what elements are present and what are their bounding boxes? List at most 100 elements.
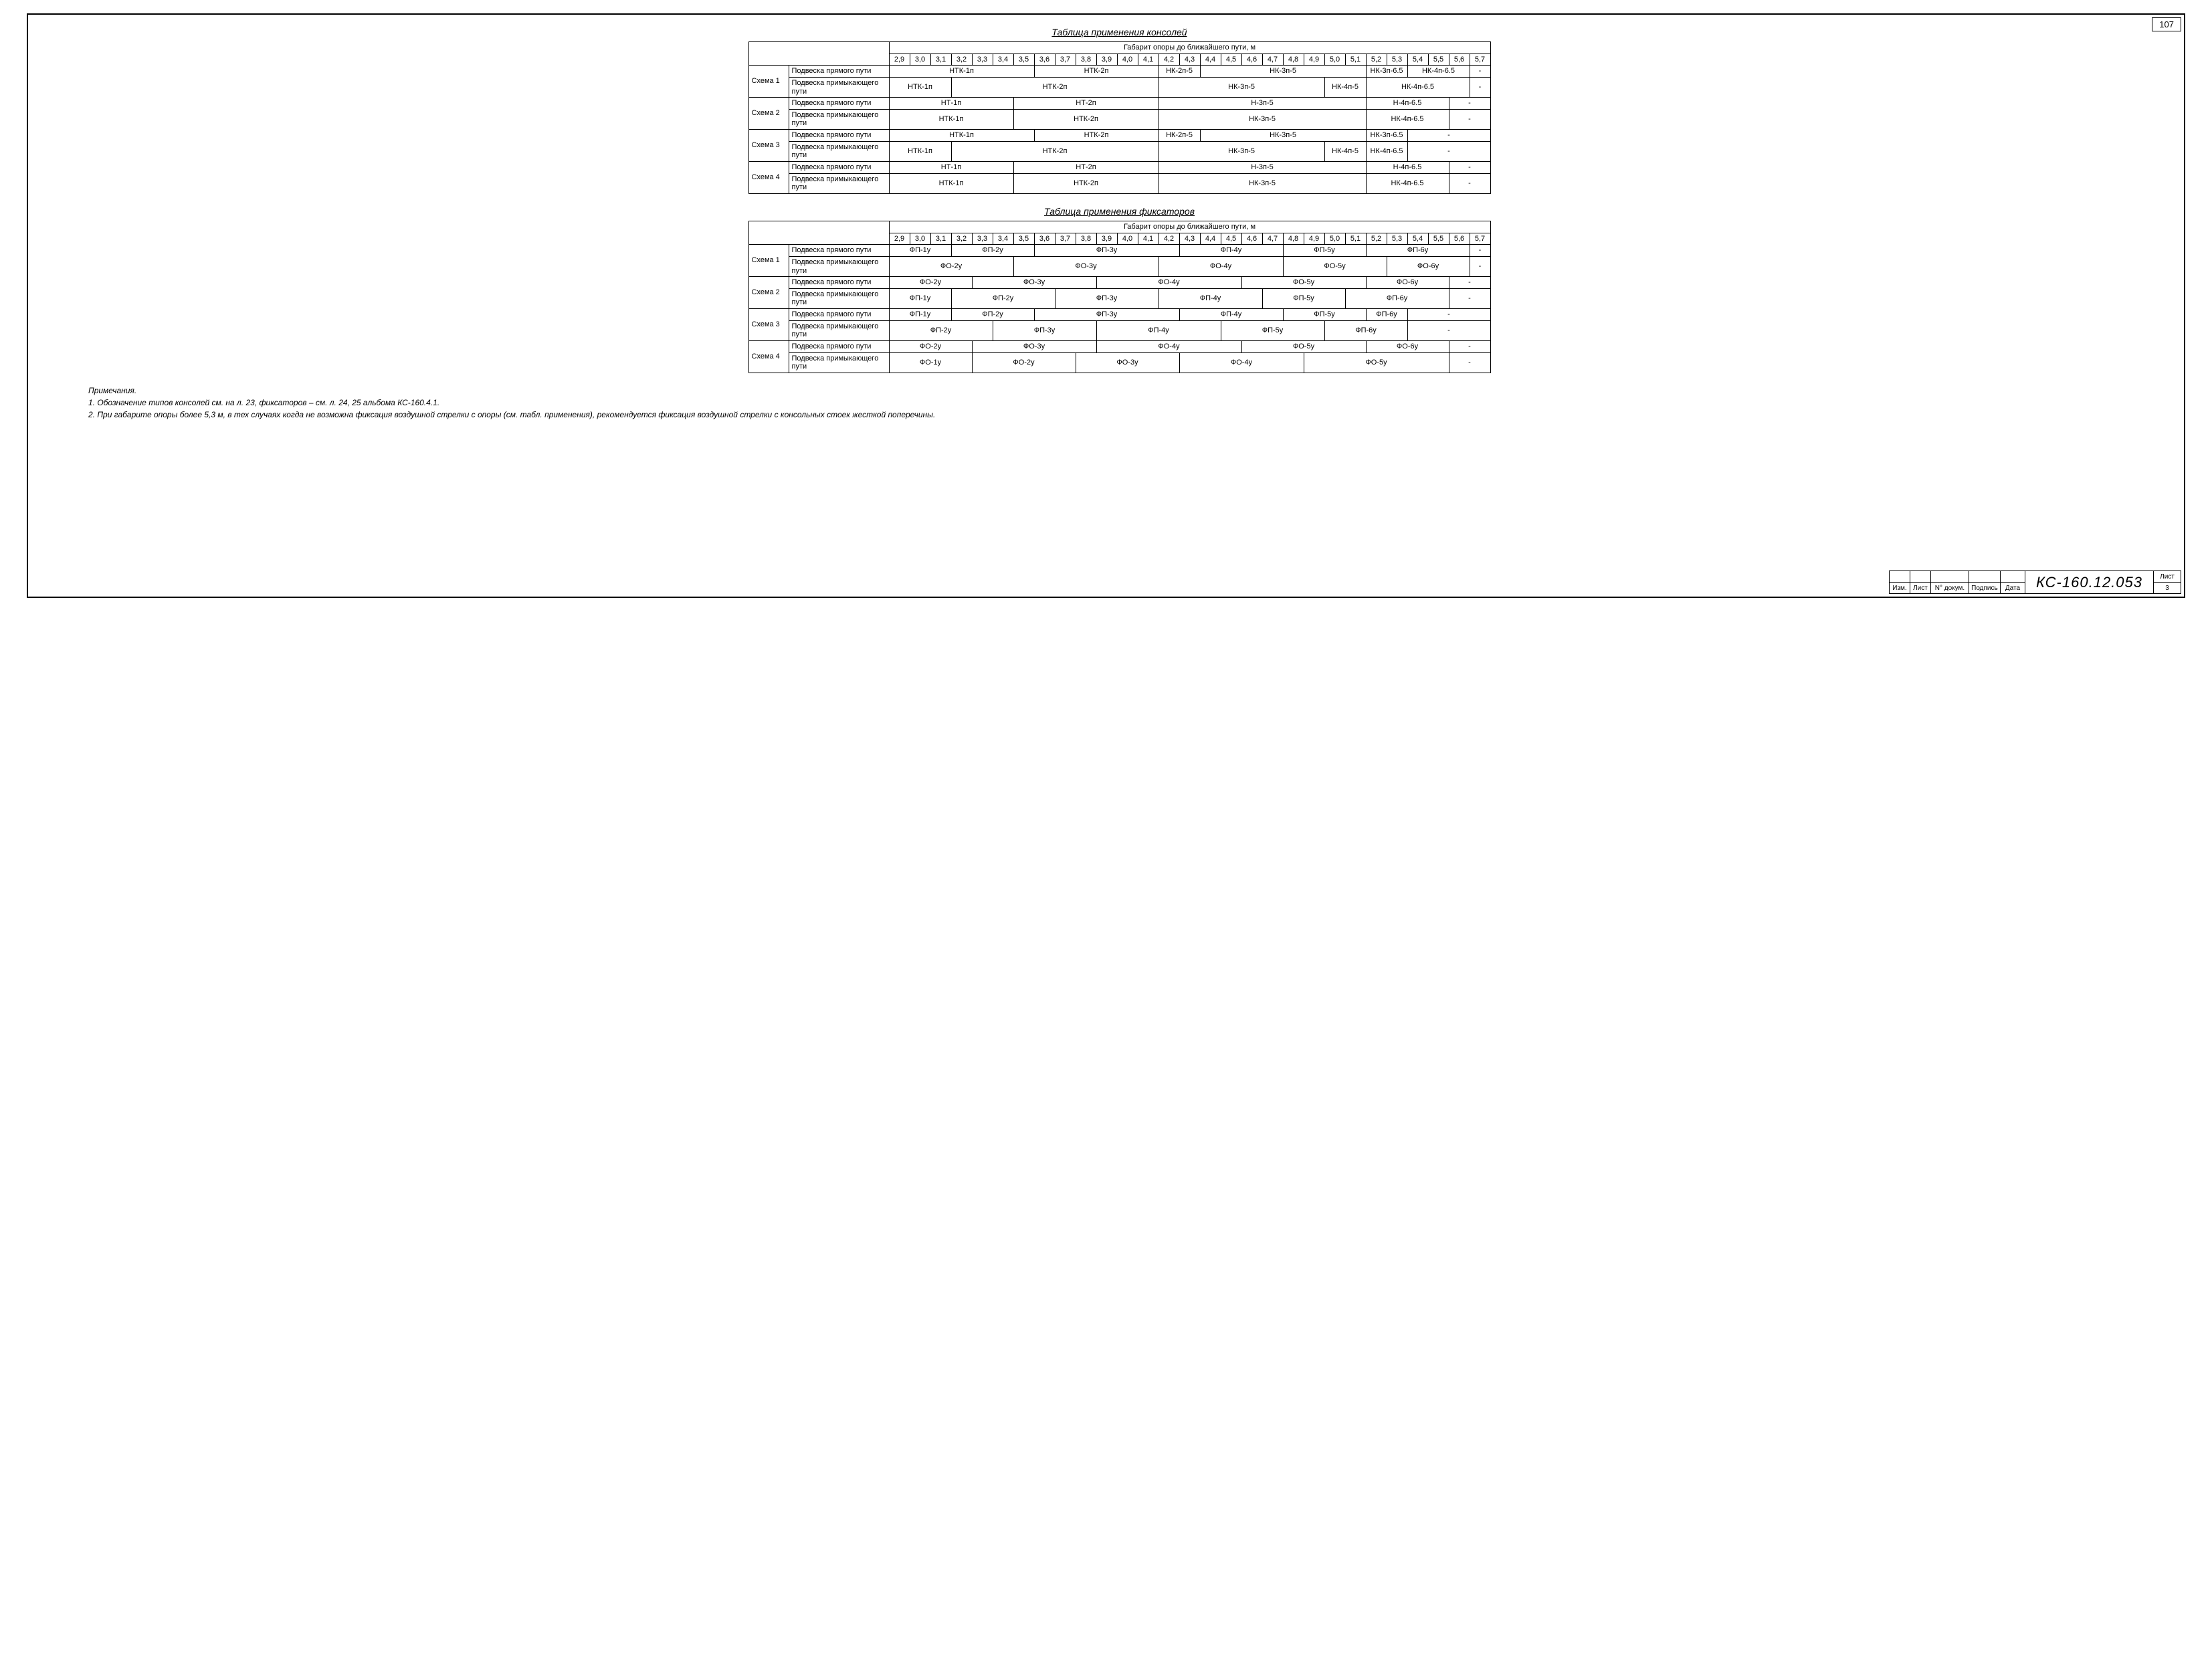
data-cell: ФО-5у	[1304, 352, 1449, 373]
row-label-adj: Подвеска примыкающего пути	[789, 173, 889, 193]
data-cell: НТК-1п	[889, 141, 951, 161]
data-cell: НТ-1п	[889, 162, 1013, 174]
scheme-label: Схема 4	[748, 162, 789, 194]
gabarit-col: 3,3	[972, 54, 993, 66]
scheme-label: Схема 1	[748, 66, 789, 98]
data-cell: ФП-3у	[993, 320, 1096, 340]
gabarit-col: 3,9	[1096, 233, 1117, 245]
gabarit-col: 4,9	[1304, 233, 1324, 245]
header-blank	[748, 42, 889, 66]
data-cell: ФП-5у	[1262, 288, 1345, 308]
data-cell: НТК-2п	[1034, 66, 1159, 78]
gabarit-col: 4,7	[1262, 233, 1283, 245]
header-span-label: Габарит опоры до ближайшего пути, м	[889, 42, 1490, 54]
gabarit-col: 3,6	[1034, 233, 1055, 245]
gabarit-col: 5,6	[1449, 233, 1470, 245]
row-label-adj: Подвеска примыкающего пути	[789, 77, 889, 97]
gabarit-col: 4,5	[1221, 233, 1241, 245]
scheme-label: Схема 2	[748, 98, 789, 130]
data-cell: НК-3п-6.5	[1366, 66, 1407, 78]
data-cell: ФО-2у	[889, 256, 1013, 276]
table2-title: Таблица применения фиксаторов	[68, 206, 2171, 217]
data-cell: ФП-3у	[1055, 288, 1159, 308]
gabarit-col: 5,3	[1387, 54, 1407, 66]
row-label-adj: Подвеска примыкающего пути	[789, 256, 889, 276]
data-cell: НТК-2п	[951, 77, 1159, 97]
gabarit-col: 5,2	[1366, 233, 1387, 245]
gabarit-col: 4,2	[1159, 233, 1179, 245]
drawing-page: 107 Таблица применения консолей Габарит …	[27, 13, 2185, 598]
gabarit-col: 5,1	[1345, 54, 1366, 66]
data-cell: ФП-3у	[1034, 245, 1179, 257]
gabarit-col: 4,3	[1179, 54, 1200, 66]
data-cell: ФП-4у	[1159, 288, 1262, 308]
gabarit-col: 4,8	[1283, 54, 1304, 66]
data-cell: НТК-2п	[951, 141, 1159, 161]
gabarit-col: 5,6	[1449, 54, 1470, 66]
gabarit-col: 3,2	[951, 54, 972, 66]
gabarit-col: 3,6	[1034, 54, 1055, 66]
drawing-code: КС-160.12.053	[2025, 571, 2153, 594]
data-cell: НК-3п-5	[1159, 141, 1324, 161]
data-cell: НК-3п-5	[1159, 77, 1324, 97]
note-1: 1. Обозначение типов консолей см. на л. …	[88, 397, 2171, 408]
stamp-col-doc: N° докум.	[1930, 583, 1969, 594]
data-cell: ФО-2у	[972, 352, 1076, 373]
data-cell: ФО-5у	[1283, 256, 1387, 276]
data-cell: ФО-5у	[1241, 277, 1366, 289]
gabarit-col: 4,2	[1159, 54, 1179, 66]
data-cell: ФО-6у	[1387, 256, 1470, 276]
gabarit-col: 4,1	[1138, 233, 1159, 245]
data-cell: ФП-6у	[1366, 245, 1470, 257]
data-cell: ФП-2у	[951, 245, 1034, 257]
data-cell: -	[1449, 341, 1490, 353]
gabarit-col: 4,1	[1138, 54, 1159, 66]
gabarit-col: 5,2	[1366, 54, 1387, 66]
data-cell: -	[1449, 288, 1490, 308]
data-cell: ФО-3у	[972, 341, 1096, 353]
data-cell: ФО-6у	[1366, 277, 1449, 289]
data-cell: -	[1470, 66, 1490, 78]
gabarit-col: 4,6	[1241, 54, 1262, 66]
gabarit-col: 4,0	[1117, 54, 1138, 66]
data-cell: НТ-2п	[1013, 98, 1159, 110]
gabarit-col: 3,1	[930, 54, 951, 66]
gabarit-col: 4,5	[1221, 54, 1241, 66]
gabarit-col: 5,5	[1428, 233, 1449, 245]
row-label-direct: Подвеска прямого пути	[789, 66, 889, 78]
data-cell: ФО-4у	[1096, 341, 1241, 353]
data-cell: ФП-5у	[1221, 320, 1324, 340]
notes-heading: Примечания.	[88, 385, 2171, 396]
data-cell: ФП-3у	[1034, 309, 1179, 321]
gabarit-col: 3,4	[993, 233, 1013, 245]
data-cell: ФО-3у	[972, 277, 1096, 289]
row-label-adj: Подвеска примыкающего пути	[789, 141, 889, 161]
gabarit-col: 3,5	[1013, 54, 1034, 66]
gabarit-col: 5,7	[1470, 233, 1490, 245]
data-cell: -	[1407, 309, 1490, 321]
stamp-col-izm: Изм.	[1889, 583, 1910, 594]
data-cell: НТК-1п	[889, 130, 1034, 142]
gabarit-col: 3,0	[910, 233, 930, 245]
gabarit-col: 5,0	[1324, 233, 1345, 245]
stamp-col-date: Дата	[2000, 583, 2025, 594]
data-cell: НК-4п-6.5	[1366, 141, 1407, 161]
data-cell: НТ-2п	[1013, 162, 1159, 174]
data-cell: ФП-6у	[1366, 309, 1407, 321]
data-cell: НК-4п-6.5	[1366, 173, 1449, 193]
stamp-col-list: Лист	[1910, 583, 1930, 594]
data-cell: Н-4п-6.5	[1366, 98, 1449, 110]
notes-block: Примечания. 1. Обозначение типов консоле…	[88, 385, 2171, 421]
data-cell: -	[1470, 245, 1490, 257]
row-label-adj: Подвеска примыкающего пути	[789, 288, 889, 308]
scheme-label: Схема 1	[748, 245, 789, 277]
data-cell: -	[1449, 162, 1490, 174]
data-cell: НК-4п-6.5	[1366, 109, 1449, 129]
data-cell: НТК-2п	[1034, 130, 1159, 142]
row-label-direct: Подвеска прямого пути	[789, 98, 889, 110]
data-cell: НК-3п-5	[1159, 173, 1366, 193]
data-cell: НК-2п-5	[1159, 130, 1200, 142]
row-label-adj: Подвеска примыкающего пути	[789, 109, 889, 129]
data-cell: ФП-5у	[1283, 309, 1366, 321]
gabarit-col: 3,3	[972, 233, 993, 245]
